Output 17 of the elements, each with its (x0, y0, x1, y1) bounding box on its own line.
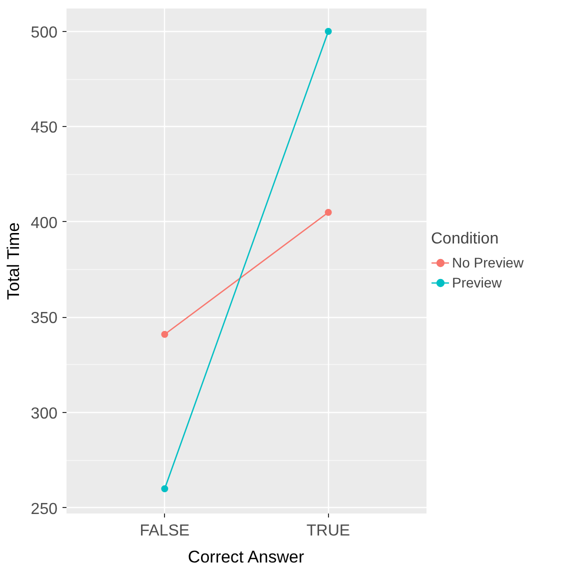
x-axis-title: Correct Answer (188, 548, 304, 566)
y-tick-label: 250 (30, 500, 58, 518)
x-tick-label: TRUE (306, 522, 350, 540)
point (161, 485, 168, 492)
legend-label: No Preview (452, 254, 524, 270)
x-tick-label: FALSE (140, 522, 190, 540)
y-tick-label: 300 (30, 406, 58, 422)
y-tick-label: 400 (30, 214, 58, 232)
point (324, 28, 332, 35)
legend-label: Preview (452, 274, 502, 290)
y-axis-title: Total Time (4, 222, 23, 300)
y-tick-label: 500 (30, 24, 58, 42)
y-tick-label: 450 (30, 120, 58, 137)
point (324, 208, 332, 216)
y-tick-label: 350 (30, 310, 58, 328)
point (161, 330, 168, 338)
legend-title: Condition (431, 230, 500, 248)
